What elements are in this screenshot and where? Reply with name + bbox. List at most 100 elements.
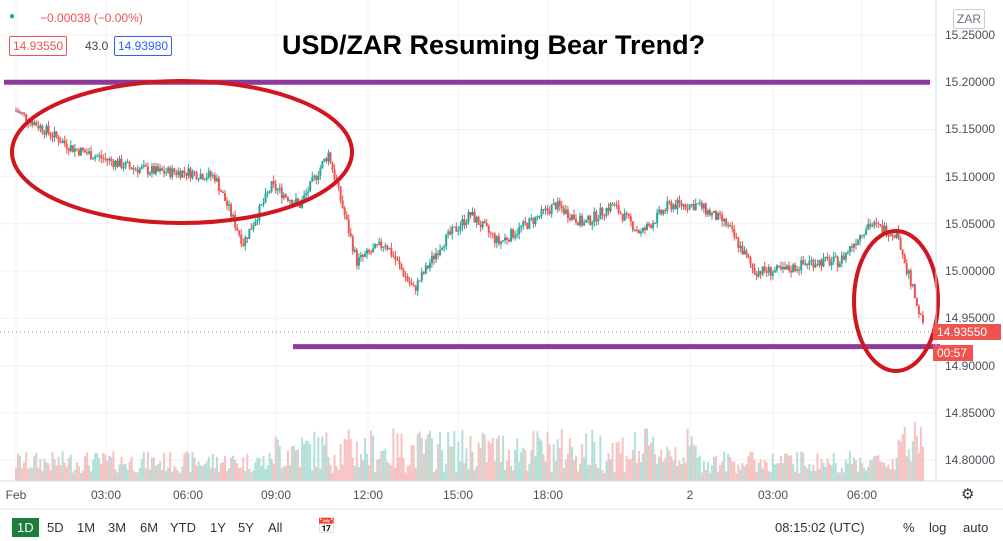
volume-bar [694,445,697,481]
range-button-1m[interactable]: 1M [77,520,96,535]
volume-bar [459,461,462,481]
candle-body [21,112,24,114]
volume-bar [828,463,831,481]
candle-body [313,175,316,178]
candle-body [875,222,878,224]
candle-body [905,263,908,274]
candle-body [152,166,155,174]
candle-body [370,252,373,254]
volume-bar [749,451,752,481]
candle-body [516,234,519,236]
candle-body [863,234,866,236]
candle-body [684,204,687,209]
candle-body [887,235,890,237]
candle-body [694,203,697,211]
volume-bar [380,451,383,481]
volume-bar [142,452,145,481]
volume-bar [339,444,342,481]
candle-body [739,245,742,248]
settings-gear-icon[interactable]: ⚙ [961,486,975,503]
volume-bar [317,436,320,481]
utc-clock[interactable]: 08:15:02 (UTC) [775,520,865,535]
candle-body [808,260,811,266]
volume-bar [150,457,153,481]
volume-bar [140,459,143,481]
range-button-6m[interactable]: 6M [140,520,159,535]
range-button-3m[interactable]: 3M [108,520,127,535]
candle-body [650,225,653,228]
range-button-ytd[interactable]: YTD [170,520,196,535]
volume-bar [883,462,886,481]
candle-body [735,237,738,239]
candle-body [692,204,695,211]
candle-body [761,266,764,275]
candle-body [457,230,460,232]
volume-bar [524,449,527,481]
candle-body [662,210,665,215]
candle-body [522,221,525,227]
candle-body [246,237,249,239]
grid [0,0,936,481]
candle-body [869,223,872,227]
range-button-1d[interactable]: 1D [12,518,39,537]
candle-body [828,258,831,266]
candle-body [65,143,68,149]
volume-bar [382,450,385,481]
candle-body [810,259,813,261]
candle-body [526,222,529,229]
volume-bar [319,468,322,481]
volume-bar [672,460,675,481]
volume-bar [120,456,123,481]
candle-body [921,314,924,323]
candle-body [155,166,158,174]
calendar-icon[interactable]: 📅 [317,518,336,535]
candle-body [475,216,478,223]
candle-body [416,280,419,291]
volume-bar [603,472,606,481]
volume-bar [767,470,770,481]
log-toggle[interactable]: log [929,520,947,535]
volume-bar [335,466,338,481]
candle-body [599,207,602,220]
volume-bar [763,459,766,481]
price-tick-label: 14.80000 [945,453,996,467]
time-tick-label: 06:00 [172,488,204,502]
volume-bar [321,436,324,481]
volume-bar [621,437,624,481]
candle-body [420,272,423,281]
volume-bar [915,435,918,481]
percent-toggle[interactable]: % [903,520,915,535]
candle-body [126,162,129,164]
candle-body [79,147,82,156]
range-button-all[interactable]: All [268,520,283,535]
candle-body [150,166,153,174]
candle-body [729,225,732,227]
volume-bar [410,444,413,481]
range-button-5d[interactable]: 5D [47,520,64,535]
ask-price[interactable]: 14.93980 [114,36,173,56]
volume-bar [605,460,608,481]
volume-bar [623,472,626,481]
candle-body [43,132,46,135]
auto-toggle[interactable]: auto [963,520,989,535]
volume-bar [384,448,387,481]
candle-body [489,232,492,234]
candle-body [439,249,442,256]
volume-bar [708,472,711,481]
volume-bar [98,458,101,481]
range-button-1y[interactable]: 1Y [210,520,226,535]
bid-price[interactable]: 14.93550 [9,36,68,56]
volume-bar [134,472,137,481]
candle-body [615,204,618,206]
candle-body [167,167,170,173]
candle-body [124,162,127,168]
candle-body [759,271,762,275]
range-button-5y[interactable]: 5Y [238,520,254,535]
volume-bar [240,467,243,481]
volume-bar [219,463,222,481]
candle-body [834,256,837,258]
volume-bar [820,459,823,481]
candle-body [879,224,882,226]
candle-body [518,226,521,235]
